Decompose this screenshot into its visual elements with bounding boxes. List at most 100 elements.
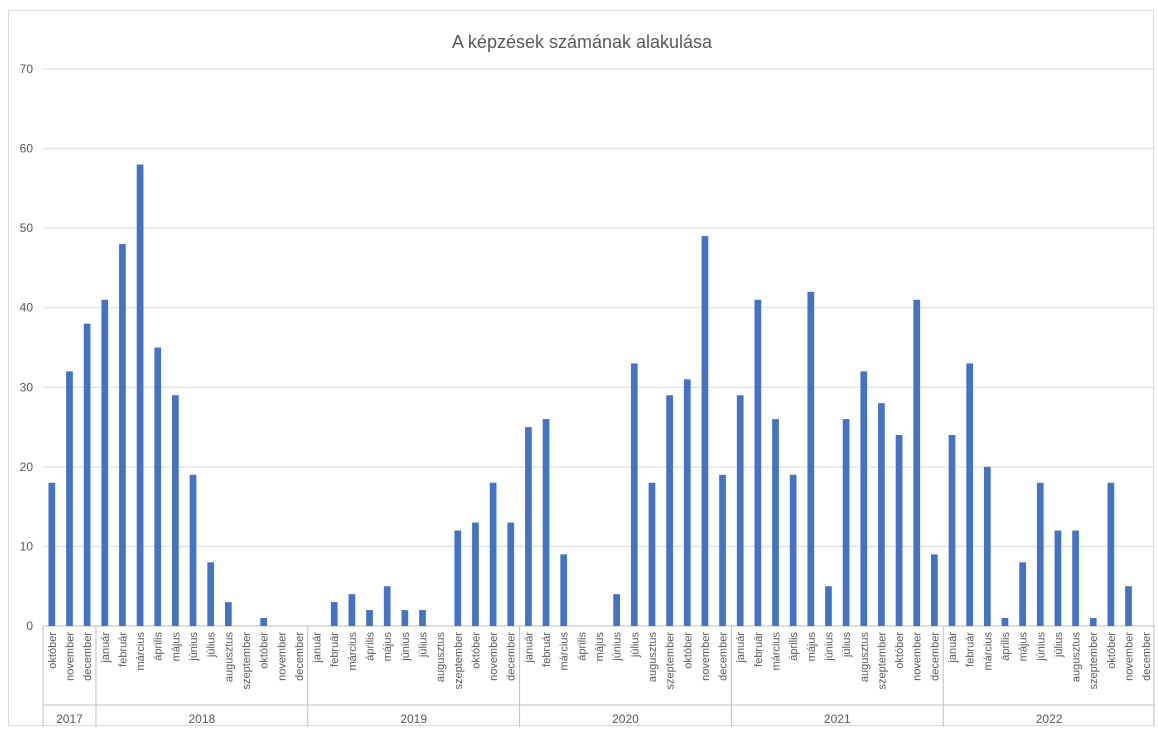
- bar: [719, 474, 726, 626]
- x-tick-label: augusztus: [223, 632, 235, 683]
- year-group-label: 2018: [189, 712, 216, 726]
- chart-frame: A képzések számának alakulása 0 10 20 30 40 5…: [8, 10, 1155, 727]
- x-tick-label: július: [841, 632, 853, 659]
- bar: [207, 562, 215, 626]
- y-tick-label: 50: [20, 221, 34, 235]
- bar: [895, 435, 903, 626]
- bar: [754, 299, 762, 626]
- bar: [983, 466, 991, 626]
- year-group-label: 2020: [612, 712, 639, 726]
- y-tick-label: 10: [20, 539, 34, 553]
- x-tick-label: április: [576, 632, 588, 661]
- bar: [736, 395, 744, 626]
- x-tick-label: július: [1053, 632, 1065, 659]
- x-tick-label: április: [1000, 632, 1012, 661]
- y-tick-label: 0: [26, 619, 33, 633]
- x-tick-label: március: [982, 632, 994, 671]
- bar: [401, 610, 409, 626]
- bar: [348, 594, 356, 626]
- x-tick-label: január: [735, 632, 747, 664]
- x-tick-label: július: [417, 632, 429, 659]
- bar: [366, 610, 373, 626]
- bar: [383, 586, 391, 626]
- x-tick-label: augusztus: [859, 632, 871, 683]
- y-tick-label: 60: [20, 142, 34, 156]
- x-tick-label: október: [47, 632, 59, 669]
- x-tick-label: december: [718, 632, 730, 681]
- y-tick-label: 70: [20, 62, 34, 76]
- x-tick-label: október: [470, 632, 482, 669]
- bar: [66, 371, 73, 626]
- bar: [1019, 562, 1026, 626]
- x-tick-label: szeptember: [876, 632, 888, 690]
- x-tick-label: február: [329, 632, 341, 667]
- x-tick-label: április: [788, 632, 800, 661]
- x-tick-label: szeptember: [665, 632, 677, 690]
- x-tick-label: május: [170, 632, 182, 662]
- bar: [472, 522, 479, 626]
- bar: [1001, 618, 1009, 626]
- x-tick-label: június: [823, 632, 835, 662]
- y-tick-label: 30: [20, 380, 34, 394]
- x-tick-label: november: [276, 632, 288, 681]
- bar: [1036, 482, 1044, 626]
- bar: [701, 236, 709, 626]
- bar: [842, 419, 850, 626]
- x-tick-label: augusztus: [435, 632, 447, 683]
- x-tick-label: június: [400, 632, 412, 662]
- x-tick-label: augusztus: [647, 632, 659, 683]
- bar: [1054, 530, 1062, 626]
- x-tick-label: december: [929, 632, 941, 681]
- x-tick-label: június: [188, 632, 200, 662]
- bar: [825, 586, 832, 626]
- x-tick-label: december: [506, 632, 518, 681]
- x-tick-label: augusztus: [1071, 632, 1083, 683]
- bar: [489, 482, 497, 626]
- bar-chart: A képzések számának alakulása 0 10 20 30 40 5…: [20, 32, 1155, 727]
- bar: [330, 602, 338, 626]
- bar: [630, 363, 638, 626]
- bar: [224, 602, 232, 626]
- x-tick-label: július: [629, 632, 641, 659]
- x-tick-label: március: [771, 632, 783, 671]
- x-tick-label: február: [541, 632, 553, 667]
- x-tick-label: május: [382, 632, 394, 662]
- bar: [789, 474, 797, 626]
- bar: [1125, 586, 1132, 626]
- bar: [878, 403, 885, 626]
- x-tick-label: december: [82, 632, 94, 681]
- bar: [772, 419, 779, 626]
- bar: [172, 395, 179, 626]
- bar: [666, 395, 673, 626]
- x-tick-label: szeptember: [1088, 632, 1100, 690]
- x-tick-label: december: [294, 632, 306, 681]
- bar: [1107, 482, 1115, 626]
- x-tick-label: január: [312, 632, 324, 664]
- x-tick-label: október: [894, 632, 906, 669]
- bar: [913, 299, 921, 626]
- x-tick-label: április: [153, 632, 165, 661]
- bar: [454, 530, 462, 626]
- year-group-label: 2017: [56, 712, 83, 726]
- x-tick-label: január: [100, 632, 112, 664]
- x-tick-label: február: [965, 632, 977, 667]
- x-tick-label: május: [806, 632, 818, 662]
- x-tick-label: április: [365, 632, 377, 661]
- bar: [542, 419, 550, 626]
- year-group-label: 2019: [400, 712, 427, 726]
- bar: [931, 554, 938, 626]
- x-tick-label: május: [594, 632, 606, 662]
- x-tick-label: november: [488, 632, 500, 681]
- bar: [1089, 618, 1097, 626]
- x-tick-label: március: [559, 632, 571, 671]
- x-tick-label: szeptember: [241, 632, 253, 690]
- bar: [101, 299, 109, 626]
- x-tick-label: március: [135, 632, 147, 671]
- x-tick-label: november: [1124, 632, 1136, 681]
- bar: [525, 427, 532, 626]
- x-tick-label: november: [700, 632, 712, 681]
- x-tick-label: február: [117, 632, 129, 667]
- x-tick-label: december: [1141, 632, 1153, 681]
- x-tick-label: október: [682, 632, 694, 669]
- chart-title: A képzések számának alakulása: [452, 32, 713, 52]
